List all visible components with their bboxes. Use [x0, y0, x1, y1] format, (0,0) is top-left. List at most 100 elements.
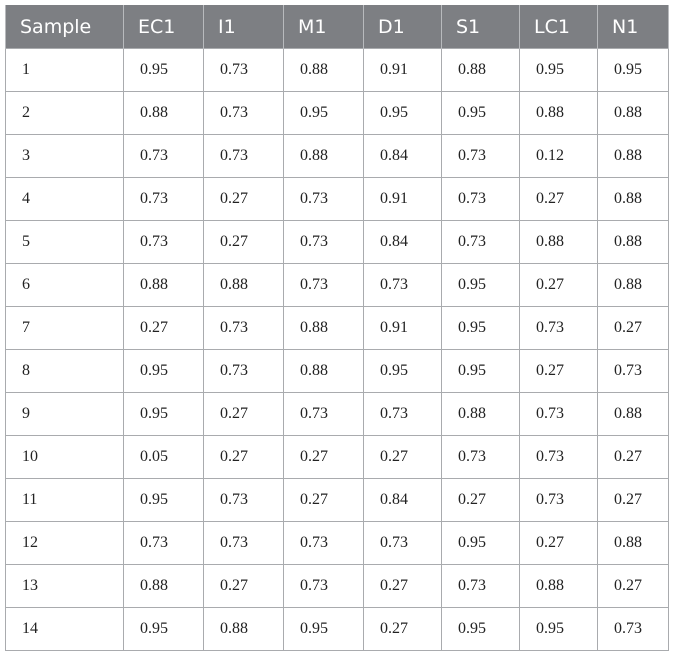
value-cell: 0.73 [519, 392, 598, 436]
sample-cell: 13 [5, 564, 124, 608]
value-cell: 0.73 [283, 263, 364, 307]
table-row: 14 0.95 0.88 0.95 0.27 0.95 0.95 0.73 [5, 607, 669, 651]
value-cell: 0.27 [519, 349, 598, 393]
value-cell: 0.73 [441, 220, 520, 264]
value-cell: 0.73 [363, 392, 442, 436]
value-cell: 0.88 [203, 263, 284, 307]
sample-cell: 11 [5, 478, 124, 522]
value-cell: 0.73 [203, 521, 284, 565]
value-cell: 0.27 [363, 607, 442, 651]
value-cell: 0.95 [441, 263, 520, 307]
sample-cell: 14 [5, 607, 124, 651]
value-cell: 0.73 [203, 91, 284, 135]
value-cell: 0.73 [123, 177, 204, 221]
value-cell: 0.27 [519, 521, 598, 565]
value-cell: 0.27 [203, 392, 284, 436]
sample-cell: 2 [5, 91, 124, 135]
header-cell: M1 [283, 5, 364, 49]
sample-cell: 3 [5, 134, 124, 178]
value-cell: 0.88 [597, 91, 669, 135]
value-cell: 0.73 [123, 134, 204, 178]
value-cell: 0.27 [283, 478, 364, 522]
sample-cell: 1 [5, 48, 124, 92]
value-cell: 0.88 [123, 91, 204, 135]
value-cell: 0.27 [203, 220, 284, 264]
table-row: 8 0.95 0.73 0.88 0.95 0.95 0.27 0.73 [5, 349, 669, 393]
sample-cell: 10 [5, 435, 124, 479]
table-row: 10 0.05 0.27 0.27 0.27 0.73 0.73 0.27 [5, 435, 669, 479]
value-cell: 0.27 [519, 263, 598, 307]
value-cell: 0.84 [363, 220, 442, 264]
value-cell: 0.95 [441, 91, 520, 135]
sample-cell: 4 [5, 177, 124, 221]
value-cell: 0.73 [283, 392, 364, 436]
value-cell: 0.05 [123, 435, 204, 479]
value-cell: 0.73 [123, 220, 204, 264]
value-cell: 0.27 [283, 435, 364, 479]
value-cell: 0.73 [203, 48, 284, 92]
value-cell: 0.95 [123, 349, 204, 393]
sample-cell: 9 [5, 392, 124, 436]
value-cell: 0.73 [441, 435, 520, 479]
value-cell: 0.95 [363, 91, 442, 135]
header-cell: Sample [5, 5, 124, 49]
table-header: Sample EC1 I1 M1 D1 S1 LC1 N1 [5, 5, 669, 49]
sample-cell: 5 [5, 220, 124, 264]
value-cell: 0.88 [597, 263, 669, 307]
value-cell: 0.73 [203, 349, 284, 393]
value-cell: 0.73 [283, 177, 364, 221]
value-cell: 0.88 [519, 220, 598, 264]
value-cell: 0.27 [203, 564, 284, 608]
table-body: 1 0.95 0.73 0.88 0.91 0.88 0.95 0.95 2 0.88 0.73 0.… [5, 48, 669, 651]
header-cell: N1 [597, 5, 669, 49]
value-cell: 0.27 [519, 177, 598, 221]
value-cell: 0.88 [283, 134, 364, 178]
value-cell: 0.27 [597, 478, 669, 522]
value-cell: 0.88 [123, 263, 204, 307]
value-cell: 0.73 [519, 306, 598, 350]
table-row: 7 0.27 0.73 0.88 0.91 0.95 0.73 0.27 [5, 306, 669, 350]
table-row: 13 0.88 0.27 0.73 0.27 0.73 0.88 0.27 [5, 564, 669, 608]
value-cell: 0.27 [363, 564, 442, 608]
value-cell: 0.73 [597, 607, 669, 651]
value-cell: 0.27 [123, 306, 204, 350]
value-cell: 0.95 [441, 306, 520, 350]
value-cell: 0.27 [597, 564, 669, 608]
header-cell: EC1 [123, 5, 204, 49]
value-cell: 0.73 [123, 521, 204, 565]
value-cell: 0.27 [203, 435, 284, 479]
value-cell: 0.73 [519, 435, 598, 479]
value-cell: 0.73 [441, 134, 520, 178]
value-cell: 0.88 [597, 521, 669, 565]
value-cell: 0.91 [363, 177, 442, 221]
value-cell: 0.95 [123, 607, 204, 651]
value-cell: 0.88 [597, 220, 669, 264]
value-cell: 0.95 [123, 392, 204, 436]
value-cell: 0.95 [363, 349, 442, 393]
value-cell: 0.91 [363, 48, 442, 92]
sample-cell: 8 [5, 349, 124, 393]
value-cell: 0.73 [441, 177, 520, 221]
value-cell: 0.88 [123, 564, 204, 608]
sample-cell: 6 [5, 263, 124, 307]
value-cell: 0.84 [363, 134, 442, 178]
value-cell: 0.73 [363, 263, 442, 307]
value-cell: 0.88 [283, 349, 364, 393]
value-cell: 0.95 [283, 607, 364, 651]
value-cell: 0.88 [283, 48, 364, 92]
value-cell: 0.88 [441, 392, 520, 436]
value-cell: 0.88 [283, 306, 364, 350]
value-cell: 0.95 [519, 607, 598, 651]
value-cell: 0.27 [203, 177, 284, 221]
value-cell: 0.95 [123, 478, 204, 522]
table-row: 12 0.73 0.73 0.73 0.73 0.95 0.27 0.88 [5, 521, 669, 565]
value-cell: 0.73 [597, 349, 669, 393]
table-row: 1 0.95 0.73 0.88 0.91 0.88 0.95 0.95 [5, 48, 669, 92]
table-row: 6 0.88 0.88 0.73 0.73 0.95 0.27 0.88 [5, 263, 669, 307]
value-cell: 0.88 [597, 177, 669, 221]
header-cell: I1 [203, 5, 284, 49]
table-row: 4 0.73 0.27 0.73 0.91 0.73 0.27 0.88 [5, 177, 669, 221]
value-cell: 0.27 [597, 306, 669, 350]
value-cell: 0.73 [283, 220, 364, 264]
